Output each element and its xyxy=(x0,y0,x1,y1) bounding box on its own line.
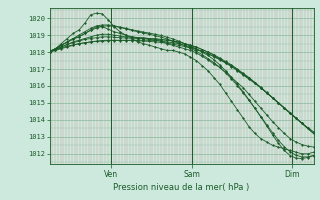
X-axis label: Pression niveau de la mer( hPa ): Pression niveau de la mer( hPa ) xyxy=(114,183,250,192)
